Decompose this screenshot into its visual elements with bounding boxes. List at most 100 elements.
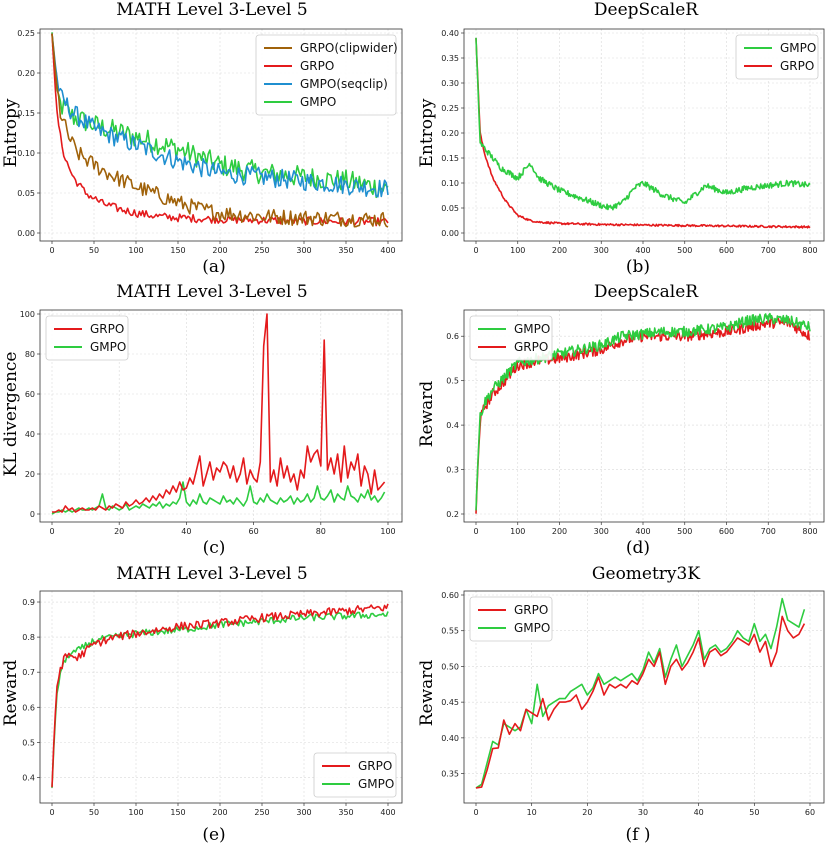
y-tick-label: 0.25 [441,104,459,113]
y-tick-label: 0.4 [22,773,35,782]
x-tick-label: 200 [212,246,227,255]
legend-label: GRPO [514,340,548,354]
x-tick-label: 50 [749,808,759,817]
x-tick-label: 700 [761,527,776,536]
legend-box [255,34,397,116]
x-tick-label: 800 [802,527,817,536]
legend: GRPO(clipwider) GRPO GMPO(seqclip) GMPO [255,34,398,116]
chart-3: 0 100 200 300 400 500 600 700 800 0.2 0.3 0.4 0.5 0.6… [446,309,825,536]
y-tick-label: 0.55 [441,627,459,636]
x-tick-label: 400 [380,808,395,817]
y-tick-label: 0.45 [441,698,459,707]
y-tick-label: 0.00 [441,229,459,238]
x-tick-label: 400 [635,246,650,255]
x-tick-label: 600 [719,246,734,255]
x-tick-label: 80 [316,527,326,536]
x-tick-label: 40 [694,808,704,817]
x-tick-label: 700 [761,246,776,255]
subfigure-label: (b) [626,257,650,277]
y-tick-label: 0.6 [446,332,459,341]
subfigure-label: (a) [202,257,225,277]
axes-frame [463,309,825,523]
panel-c: MATH Level 3-Level 5 KL divergence (c) [1,282,308,558]
y-tick-label: 0.6 [22,703,35,712]
x-tick-label: 200 [552,246,567,255]
series-line-grpo [475,615,806,789]
y-tick-label: 0.2 [446,510,459,519]
legend-label: GRPO [358,759,392,773]
series-line-grpo-clipwider- [51,33,389,228]
panel-title: MATH Level 3-Level 5 [116,564,307,584]
y-tick-label: 0.10 [441,179,459,188]
x-tick-label: 800 [802,246,817,255]
y-tick-label: 0.8 [22,633,35,642]
chart-4: 0 50 100 150 200 250 300 350 400 0.4 0.5 0.6 0.7 0.8 0… [22,590,403,817]
x-tick-label: 200 [552,527,567,536]
panel-title: DeepScaleR [594,282,699,302]
panel-b: DeepScaleR Entropy (b) [417,0,699,277]
x-tick-label: 60 [805,808,815,817]
axes-frame [39,590,403,804]
y-tick-label: 100 [20,310,35,319]
y-tick-label: 0.4 [446,421,459,430]
x-tick-label: 0 [473,808,478,817]
panel-d: DeepScaleR Reward (d) [417,282,699,558]
legend-box [735,34,819,80]
x-tick-label: 50 [89,808,99,817]
legend-label: GMPO [514,322,550,336]
y-tick-label: 0.50 [441,662,459,671]
x-tick-label: 100 [510,527,525,536]
legend: GMPO GRPO [469,315,553,361]
legend-label: GMPO [514,621,550,635]
subfigure-label: (d) [626,538,650,558]
legend-box [45,315,129,361]
x-tick-label: 100 [380,527,395,536]
panel-title: Geometry3K [592,564,700,584]
y-axis-label: Reward [417,381,437,448]
y-tick-label: 20 [25,470,35,479]
x-tick-label: 350 [338,808,353,817]
x-tick-label: 400 [635,527,650,536]
legend-box [469,596,553,642]
x-tick-label: 0 [473,246,478,255]
y-axis-label: KL divergence [1,352,21,477]
x-tick-label: 500 [677,246,692,255]
y-tick-label: 0.25 [17,29,35,38]
series-line-grpo [475,38,811,229]
y-tick-label: 80 [25,350,35,359]
legend: GMPO GRPO [735,34,819,80]
legend-label: GMPO [780,41,816,55]
axes-frame [39,28,403,242]
x-tick-label: 300 [296,808,311,817]
y-tick-label: 0.40 [441,734,459,743]
y-tick-label: 0.20 [441,129,459,138]
legend-box [469,315,553,361]
x-tick-label: 300 [594,527,609,536]
chart-0: 0 50 100 150 200 250 300 350 400 0.00 0.05 0.10 0.15… [17,28,403,255]
y-tick-label: 0.15 [17,109,35,118]
series-line-gmpo [475,37,811,211]
series-line-grpo [52,313,386,513]
legend-label: GMPO(seqclip) [300,77,388,91]
x-tick-label: 0 [473,527,478,536]
y-tick-label: 0.3 [446,466,459,475]
legend-label: GRPO [780,59,814,73]
series-line-gmpo-seqclip- [51,33,389,198]
x-tick-label: 150 [170,246,185,255]
x-tick-label: 250 [254,808,269,817]
y-tick-label: 0.60 [441,591,459,600]
panel-title: DeepScaleR [594,0,699,20]
x-tick-label: 500 [677,527,692,536]
x-tick-label: 0 [49,246,54,255]
x-tick-label: 0 [49,527,54,536]
y-tick-label: 0.00 [17,229,35,238]
panel-a: MATH Level 3-Level 5 Entropy (a) [1,0,308,277]
axes-frame [463,590,825,804]
legend-label: GRPO [514,603,548,617]
x-tick-label: 200 [212,808,227,817]
x-tick-label: 30 [638,808,648,817]
x-tick-label: 20 [582,808,592,817]
x-tick-label: 0 [49,808,54,817]
x-tick-label: 250 [254,246,269,255]
legend: GRPO GMPO [45,315,129,361]
